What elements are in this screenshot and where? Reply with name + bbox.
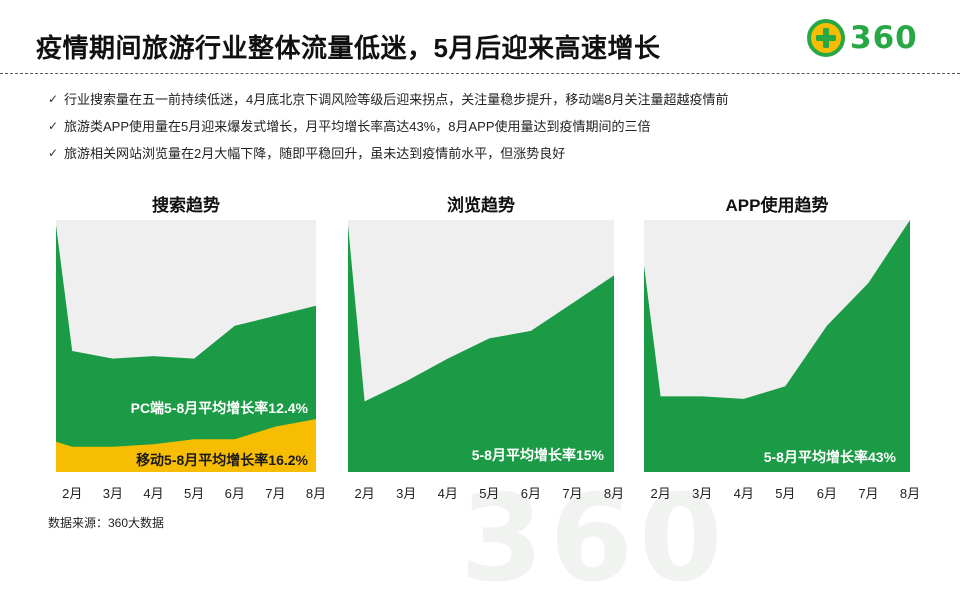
bullet-item: ✓ 行业搜索量在五一前持续低迷，4月底北京下调风险等级后迎来拐点，关注量稳步提升，… <box>48 86 728 113</box>
title-divider <box>0 73 960 74</box>
x-tick-label: 3月 <box>103 486 123 501</box>
x-tick-label: 6月 <box>817 486 837 501</box>
bullet-text: 行业搜索量在五一前持续低迷，4月底北京下调风险等级后迎来拐点，关注量稳步提升，移… <box>64 92 729 107</box>
x-tick-label: 8月 <box>604 486 624 501</box>
series-area-1 <box>348 225 614 472</box>
annotation-label: 5-8月平均增长率43% <box>764 449 897 465</box>
x-tick-label: 3月 <box>692 486 712 501</box>
x-tick-label: 3月 <box>396 486 416 501</box>
x-tick-label: 7月 <box>562 486 582 501</box>
chart-title-search: 搜索趋势 <box>152 196 220 215</box>
check-icon: ✓ <box>48 92 59 106</box>
x-tick-label: 4月 <box>734 486 754 501</box>
chart-title-browse: 浏览趋势 <box>447 196 515 215</box>
x-tick-label: 4月 <box>438 486 458 501</box>
bullet-item: ✓ 旅游类APP使用量在5月迎来爆发式增长，月平均增长率高达43%，8月APP使用… <box>48 113 728 140</box>
logo: 360 <box>806 18 936 58</box>
x-tick-label: 6月 <box>521 486 541 501</box>
bullet-text: 旅游类APP使用量在5月迎来爆发式增长，月平均增长率高达43%，8月APP使用量… <box>64 119 651 134</box>
annotation-label: 移动5-8月平均增长率16.2% <box>136 452 308 468</box>
x-tick-label: 2月 <box>355 486 375 501</box>
x-tick-label: 8月 <box>900 486 920 501</box>
chart-title-app: APP使用趋势 <box>725 196 829 215</box>
annotation-label: PC端5-8月平均增长率12.4% <box>131 400 309 416</box>
annotation-label: 5-8月平均增长率15% <box>472 447 605 463</box>
bullet-list: ✓ 行业搜索量在五一前持续低迷，4月底北京下调风险等级后迎来拐点，关注量稳步提升，… <box>48 86 728 167</box>
x-tick-label: 7月 <box>265 486 285 501</box>
page-title: 疫情期间旅游行业整体流量低迷，5月后迎来高速增长 <box>36 33 661 63</box>
check-icon: ✓ <box>48 119 59 133</box>
series-area-1 <box>56 225 316 472</box>
series-area-2 <box>56 419 316 472</box>
360-logo-icon <box>807 19 845 57</box>
browse-trend-chart: 2月 3月 4月 5月 6月 7月 8月 5-8月平均增长率15% <box>348 220 624 501</box>
logo-brand-text: 360 <box>850 20 918 56</box>
series-area-1 <box>644 220 910 472</box>
x-tick-label: 5月 <box>479 486 499 501</box>
x-tick-label: 5月 <box>775 486 795 501</box>
bullet-text: 旅游相关网站浏览量在2月大幅下降，随即平稳回升，虽未达到疫情前水平，但涨势良好 <box>64 146 566 161</box>
x-tick-label: 5月 <box>184 486 204 501</box>
data-source: 数据来源：360大数据 <box>48 516 165 530</box>
x-tick-label: 4月 <box>143 486 163 501</box>
app-trend-chart: 2月 3月 4月 5月 6月 7月 8月 5-8月平均增长率43% <box>644 220 920 501</box>
x-tick-label: 2月 <box>62 486 82 501</box>
search-trend-chart: 2月 3月 4月 5月 6月 7月 8月 PC端5-8月平均增长率12.4% 移动5-8月平均增… <box>56 220 326 501</box>
x-tick-label: 8月 <box>306 486 326 501</box>
x-tick-label: 7月 <box>858 486 878 501</box>
bullet-item: ✓ 旅游相关网站浏览量在2月大幅下降，随即平稳回升，虽未达到疫情前水平，但涨势良好 <box>48 140 728 167</box>
check-icon: ✓ <box>48 146 59 160</box>
x-tick-label: 6月 <box>225 486 245 501</box>
x-tick-label: 2月 <box>651 486 671 501</box>
